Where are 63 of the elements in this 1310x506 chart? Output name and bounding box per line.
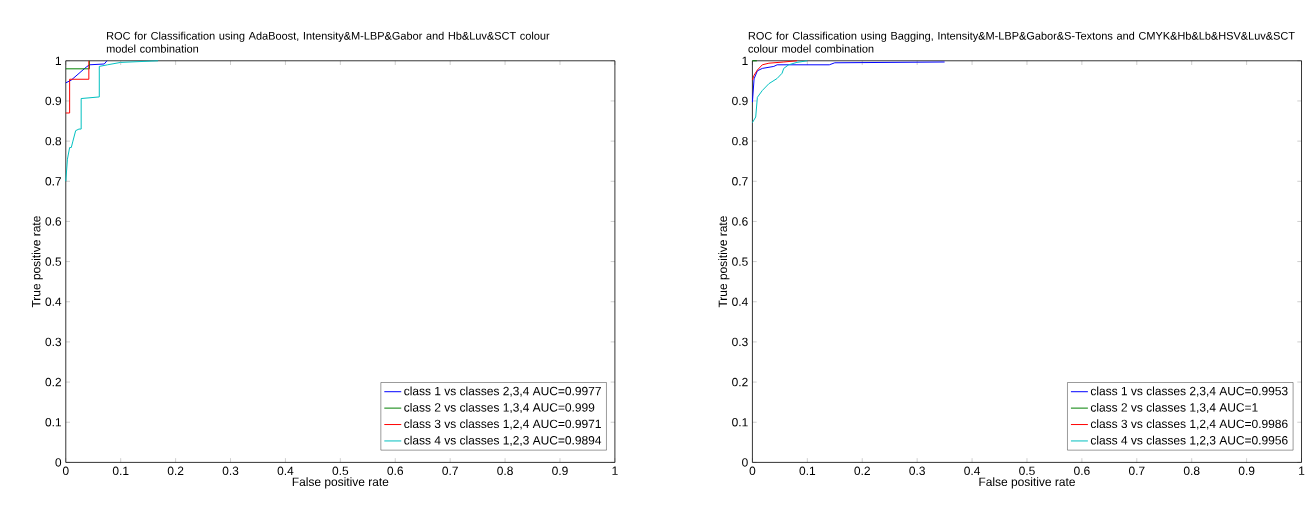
x-axis-title: False positive rate	[292, 477, 389, 489]
legend-label: class 1 vs classes 2,3,4 AUC=0.9953	[1090, 386, 1288, 397]
legend-label: class 3 vs classes 1,2,4 AUC=0.9986	[1090, 419, 1288, 430]
line-series	[751, 60, 808, 124]
x-tick-label: 1	[1299, 466, 1305, 475]
y-tick-label: 0.7	[45, 176, 62, 186]
y-axis-title: True positive rate	[31, 216, 43, 308]
chart-title: ROC for Classification using AdaBoost, Intensity&M-LBP&Gabor and Hb&Luv&SCT colour model combination	[106, 31, 550, 53]
x-tick-label: 0	[749, 466, 756, 475]
legend-label: class 2 vs classes 1,3,4 AUC=1	[1090, 402, 1258, 413]
x-tick-label: 0.2	[854, 466, 870, 475]
legend-label: class 2 vs classes 1,3,4 AUC=0.999	[404, 402, 595, 413]
x-tick-label: 0.8	[1183, 466, 1200, 475]
y-tick-label: 0.3	[45, 337, 62, 347]
x-tick-label: 0.1	[799, 466, 816, 475]
y-tick-label: 0.1	[45, 417, 62, 427]
y-tick-label: 0.2	[45, 377, 62, 387]
x-tick-label: 0.5	[332, 466, 349, 475]
y-tick-label: 0.5	[732, 257, 748, 266]
x-tick-label: 0.7	[442, 466, 458, 475]
x-tick-label: 0.4	[277, 466, 294, 475]
x-tick-label: 0.2	[167, 466, 184, 475]
x-tick-label: 0.4	[964, 466, 981, 475]
line-series	[751, 61, 946, 103]
x-tick-label: 0.9	[552, 466, 568, 475]
y-tick-label: 0.9	[45, 96, 62, 106]
y-tick-label: 0.8	[45, 136, 62, 146]
y-tick-label: 0.2	[732, 377, 748, 387]
y-tick-label: 1	[55, 56, 62, 65]
line-series	[65, 60, 108, 84]
x-tick-label: 0.6	[1074, 466, 1090, 475]
y-tick-label: 0	[55, 458, 62, 467]
y-tick-label: 0.7	[732, 176, 748, 186]
y-tick-label: 0.4	[732, 297, 748, 306]
x-tick-label: 0.5	[1019, 466, 1035, 475]
x-tick-label: 0.3	[222, 466, 239, 475]
y-tick-label: 0.9	[732, 96, 748, 106]
x-tick-label: 0.8	[497, 466, 513, 475]
x-tick-label: 0.6	[387, 466, 404, 475]
y-axis-title: True positive rate	[718, 216, 730, 308]
x-tick-label: 0.1	[112, 466, 129, 475]
x-tick-label: 0.3	[909, 466, 925, 475]
x-tick-label: 0.9	[1238, 466, 1255, 475]
legend-label: class 4 vs classes 1,2,3 AUC=0.9956	[1090, 435, 1288, 446]
legend-label: class 3 vs classes 1,2,4 AUC=0.9971	[404, 419, 601, 430]
y-tick-label: 0.8	[732, 136, 748, 146]
y-tick-label: 0.4	[45, 297, 62, 306]
y-tick-label: 0	[742, 458, 748, 467]
legend-label: class 4 vs classes 1,2,3 AUC=0.9894	[404, 435, 602, 446]
line-series	[751, 60, 798, 81]
y-tick-label: 0.1	[732, 417, 748, 427]
y-tick-label: 0.3	[732, 337, 748, 347]
y-tick-label: 0.5	[45, 257, 62, 266]
line-series	[65, 60, 159, 182]
chart-title: ROC for Classification using Bagging, Intensity&M-LBP&Gabor&S-Textons and CMYK&Hb&Lb&HSV&Luv&SCT colour model combination	[748, 31, 1295, 53]
y-tick-label: 0.6	[732, 217, 748, 226]
y-tick-label: 1	[742, 56, 748, 65]
x-axis-title: False positive rate	[979, 477, 1075, 489]
legend-label: class 1 vs classes 2,3,4 AUC=0.9977	[404, 386, 601, 397]
y-tick-label: 0.6	[45, 217, 62, 226]
x-tick-label: 0	[62, 466, 69, 475]
x-tick-label: 1	[612, 466, 618, 475]
x-tick-label: 0.7	[1128, 466, 1145, 475]
